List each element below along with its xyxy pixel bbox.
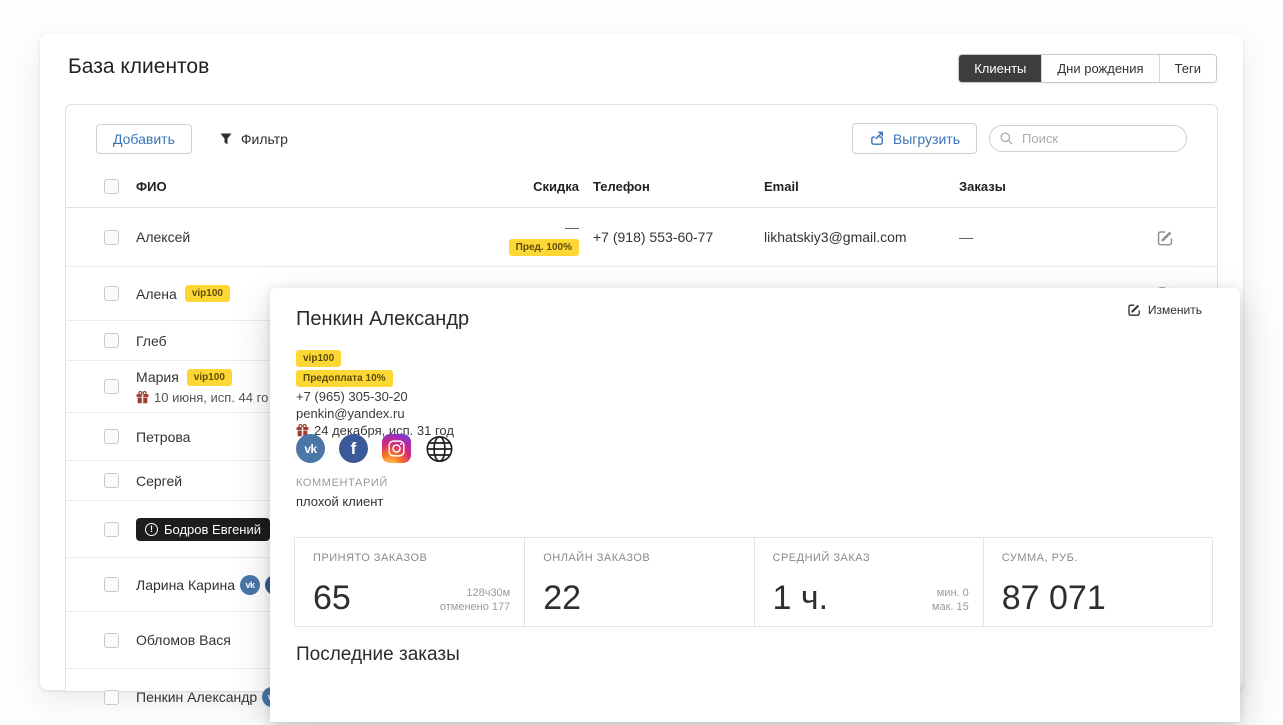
client-name: Бодров Евгений xyxy=(164,521,262,537)
client-name: Глеб xyxy=(136,332,167,349)
client-tag: vip100 xyxy=(184,285,230,302)
client-stats: ПРИНЯТО ЗАКАЗОВ 65 128ч30м отменено 177 … xyxy=(294,537,1213,627)
stat-note: 128ч30м отменено 177 xyxy=(440,586,510,614)
filter-label: Фильтр xyxy=(240,130,288,147)
col-header-discount: Скидка xyxy=(533,179,579,194)
toolbar-right: Выгрузить xyxy=(851,123,1187,154)
modal-edit-button[interactable]: Изменить xyxy=(1127,302,1202,317)
tab-birthdays[interactable]: Дни рождения xyxy=(1041,55,1159,82)
comment-label: КОММЕНТАРИЙ xyxy=(296,477,388,489)
facebook-icon[interactable] xyxy=(339,434,368,463)
export-label: Выгрузить xyxy=(892,130,960,147)
client-card-title: Пенкин Александр xyxy=(296,308,470,330)
client-contacts: +7 (965) 305-30-20 penkin@yandex.ru 24 д… xyxy=(296,388,454,439)
row-checkbox[interactable] xyxy=(104,521,119,537)
edit-icon xyxy=(1127,302,1142,317)
col-header-phone: Телефон xyxy=(593,179,650,194)
page-title: База клиентов xyxy=(68,55,210,78)
col-header-email: Email xyxy=(764,179,799,194)
website-globe-icon[interactable] xyxy=(425,434,454,463)
vk-icon[interactable] xyxy=(240,574,261,595)
stat-label: ОНЛАЙН ЗАКАЗОВ xyxy=(543,552,651,564)
search-box xyxy=(989,125,1187,152)
stat-total-sum: СУММА, РУБ. 87 071 xyxy=(982,538,1212,626)
stat-value: 22 xyxy=(543,579,582,617)
client-name: Пенкин Александр xyxy=(136,689,258,705)
discount-value: — xyxy=(565,218,579,235)
toolbar: Добавить Фильтр Выгрузить xyxy=(66,105,1217,166)
edit-icon xyxy=(1156,228,1175,247)
row-checkbox[interactable] xyxy=(104,632,119,648)
row-checkbox[interactable] xyxy=(104,333,119,348)
client-tag: Предоплата 10% xyxy=(296,370,393,387)
tab-clients[interactable]: Клиенты xyxy=(959,55,1042,82)
stat-note: мин. 0 мак. 15 xyxy=(932,586,969,614)
row-checkbox[interactable] xyxy=(104,229,119,245)
select-all-checkbox[interactable] xyxy=(104,179,119,194)
client-phone: +7 (965) 305-30-20 xyxy=(296,389,408,404)
client-name: Мария xyxy=(136,369,179,385)
stat-label: СРЕДНИЙ ЗАКАЗ xyxy=(772,552,871,564)
table-row[interactable]: Алексей — Пред. 100% +7 (918) 553-60-77 … xyxy=(66,208,1217,267)
col-header-orders: Заказы xyxy=(959,179,1006,194)
gift-icon xyxy=(296,424,309,437)
row-checkbox[interactable] xyxy=(104,429,119,444)
client-name: Алена xyxy=(136,285,177,302)
row-checkbox[interactable] xyxy=(104,379,119,394)
client-card-modal: Изменить Пенкин Александр vip100 Предопл… xyxy=(270,288,1240,722)
table-header: ФИО Скидка Телефон Email Заказы xyxy=(66,166,1217,208)
stat-average-order: СРЕДНИЙ ЗАКАЗ 1 ч. мин. 0 мак. 15 xyxy=(753,538,983,626)
instagram-icon[interactable] xyxy=(382,434,411,463)
add-client-label: Добавить xyxy=(113,130,175,147)
comment-text: плохой клиент xyxy=(296,494,384,509)
alert-icon xyxy=(145,522,158,536)
client-email: penkin@yandex.ru xyxy=(296,406,405,421)
stat-note-line: мин. 0 xyxy=(936,587,969,599)
client-tag: vip100 xyxy=(296,350,342,367)
filter-icon xyxy=(218,131,234,147)
stat-label: СУММА, РУБ. xyxy=(1001,552,1078,564)
client-social-links xyxy=(296,434,454,463)
add-client-button[interactable]: Добавить xyxy=(96,123,192,154)
export-icon xyxy=(869,130,886,147)
row-checkbox[interactable] xyxy=(104,689,119,705)
stat-label: ПРИНЯТО ЗАКАЗОВ xyxy=(313,552,428,564)
client-name: Обломов Вася xyxy=(136,632,231,648)
stat-note-line: мак. 15 xyxy=(931,601,969,613)
prepayment-badge: Пред. 100% xyxy=(508,238,579,256)
stat-value: 1 ч. xyxy=(772,579,829,617)
client-tag: vip100 xyxy=(186,368,232,386)
client-orders: — xyxy=(959,229,973,245)
stat-value: 87 071 xyxy=(1001,579,1106,617)
filter-button[interactable]: Фильтр xyxy=(218,131,288,147)
client-name: Петрова xyxy=(136,428,191,445)
vk-icon[interactable] xyxy=(296,434,325,463)
client-name: Сергей xyxy=(136,472,183,489)
stat-online-orders: ОНЛАЙН ЗАКАЗОВ 22 xyxy=(524,538,753,626)
modal-edit-label: Изменить xyxy=(1147,302,1202,317)
client-email: likhatskiy3@gmail.com xyxy=(764,229,907,245)
row-checkbox[interactable] xyxy=(104,286,119,301)
search-input[interactable] xyxy=(989,125,1187,152)
client-birthday: 10 июня, исп. 44 го xyxy=(154,389,269,405)
client-phone: +7 (918) 553-60-77 xyxy=(593,229,714,245)
edit-client-button[interactable] xyxy=(1141,228,1189,247)
client-name: Ларина Карина xyxy=(136,576,236,593)
stat-value: 65 xyxy=(313,579,351,617)
stat-note-line: 128ч30м xyxy=(466,587,511,599)
client-name: Алексей xyxy=(136,229,191,245)
row-checkbox[interactable] xyxy=(104,473,119,488)
col-header-name: ФИО xyxy=(136,179,167,194)
blacklist-badge: Бодров Евгений xyxy=(136,517,271,541)
last-orders-title: Последние заказы xyxy=(296,644,460,665)
tab-tags[interactable]: Теги xyxy=(1158,55,1216,82)
client-tags: vip100 Предоплата 10% xyxy=(296,350,393,387)
row-checkbox[interactable] xyxy=(104,577,119,592)
export-button[interactable]: Выгрузить xyxy=(851,123,977,154)
view-tabs: Клиенты Дни рождения Теги xyxy=(958,54,1217,83)
stat-accepted-orders: ПРИНЯТО ЗАКАЗОВ 65 128ч30м отменено 177 xyxy=(295,538,524,626)
stat-note-line: отменено 177 xyxy=(439,601,511,613)
gift-icon xyxy=(136,390,149,404)
